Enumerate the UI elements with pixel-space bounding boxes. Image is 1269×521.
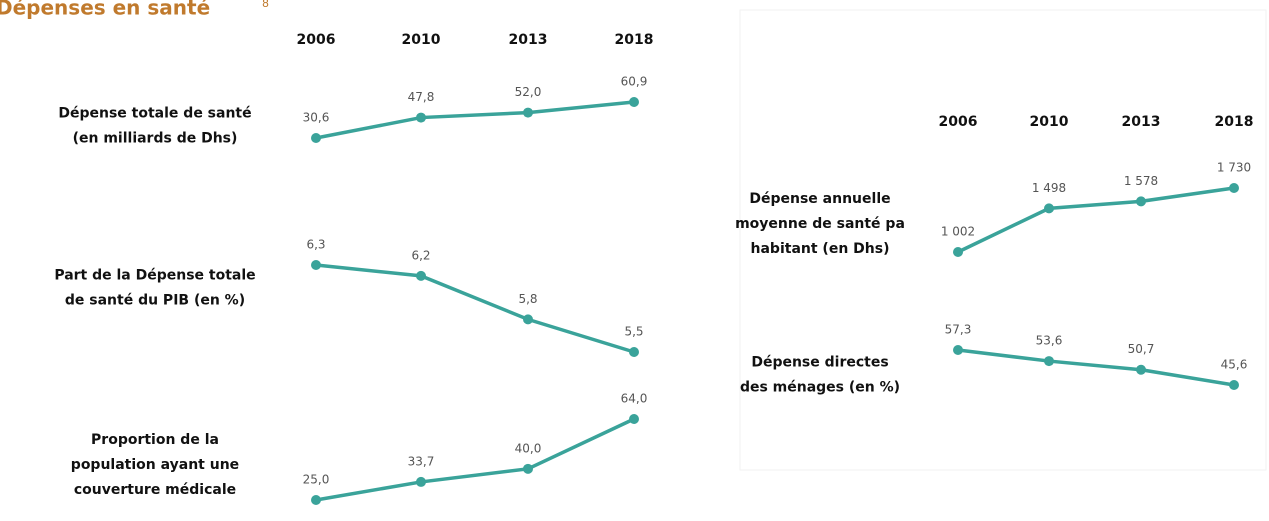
value-label: 45,6 xyxy=(1221,358,1248,372)
point xyxy=(629,97,639,107)
value-label: 30,6 xyxy=(303,111,330,125)
line xyxy=(957,186,1235,254)
point xyxy=(1136,196,1146,207)
point xyxy=(523,107,533,118)
value-label: 1 498 xyxy=(1032,181,1066,195)
value-label: 47,8 xyxy=(408,90,435,104)
point xyxy=(416,476,426,487)
line xyxy=(315,417,635,502)
point xyxy=(629,414,639,424)
value-label: 1 730 xyxy=(1217,161,1251,175)
point xyxy=(416,270,426,281)
point xyxy=(416,112,426,123)
value-label: 33,7 xyxy=(408,454,435,468)
point xyxy=(523,463,533,474)
year-header: 2013 xyxy=(509,32,548,48)
line xyxy=(957,348,1235,387)
point xyxy=(629,347,639,357)
point xyxy=(1136,364,1146,375)
year-header: 2018 xyxy=(1215,114,1254,130)
value-label: 1 002 xyxy=(941,225,975,239)
point xyxy=(1229,380,1239,390)
value-label: 50,7 xyxy=(1128,342,1155,356)
point xyxy=(1044,203,1054,214)
line xyxy=(315,263,635,354)
line xyxy=(315,100,635,140)
value-label: 5,5 xyxy=(624,325,643,339)
chart-label: Proportion de la population ayant une couv… xyxy=(71,432,239,498)
chart-label: Part de la Dépense totale de santé du PIB… xyxy=(54,268,255,309)
value-label: 52,0 xyxy=(515,85,542,99)
chart-label: Dépense directes des ménages (en %) xyxy=(740,355,900,396)
value-label: 53,6 xyxy=(1036,334,1063,348)
chart-label: Dépense annuelle moyenne de santé pa habit… xyxy=(735,191,905,257)
point xyxy=(311,260,321,270)
point xyxy=(311,495,321,505)
year-header: 2010 xyxy=(1030,114,1069,130)
value-label: 25,0 xyxy=(303,473,330,487)
value-label: 40,0 xyxy=(515,441,542,455)
point xyxy=(953,247,963,257)
value-label: 6,3 xyxy=(306,238,325,252)
value-label: 57,3 xyxy=(945,323,972,337)
value-label: 60,9 xyxy=(621,75,648,89)
value-label: 64,0 xyxy=(621,392,648,406)
value-label: 6,2 xyxy=(411,248,430,262)
year-header: 2006 xyxy=(939,114,978,130)
chart-label: Dépense totale de santé (en milliards de … xyxy=(58,106,251,147)
value-label: 5,8 xyxy=(518,292,537,306)
point xyxy=(311,133,321,143)
point xyxy=(953,345,963,355)
year-header: 2006 xyxy=(297,32,336,48)
year-header: 2013 xyxy=(1122,114,1161,130)
point xyxy=(1229,183,1239,193)
year-header: 2010 xyxy=(402,32,441,48)
right-panel xyxy=(739,9,1267,471)
title-note: 8 xyxy=(262,0,269,10)
point xyxy=(1044,356,1054,367)
year-header: 2018 xyxy=(615,32,654,48)
point xyxy=(523,314,533,325)
page-title: Dépenses en santé xyxy=(0,0,210,20)
value-label: 1 578 xyxy=(1124,174,1158,188)
